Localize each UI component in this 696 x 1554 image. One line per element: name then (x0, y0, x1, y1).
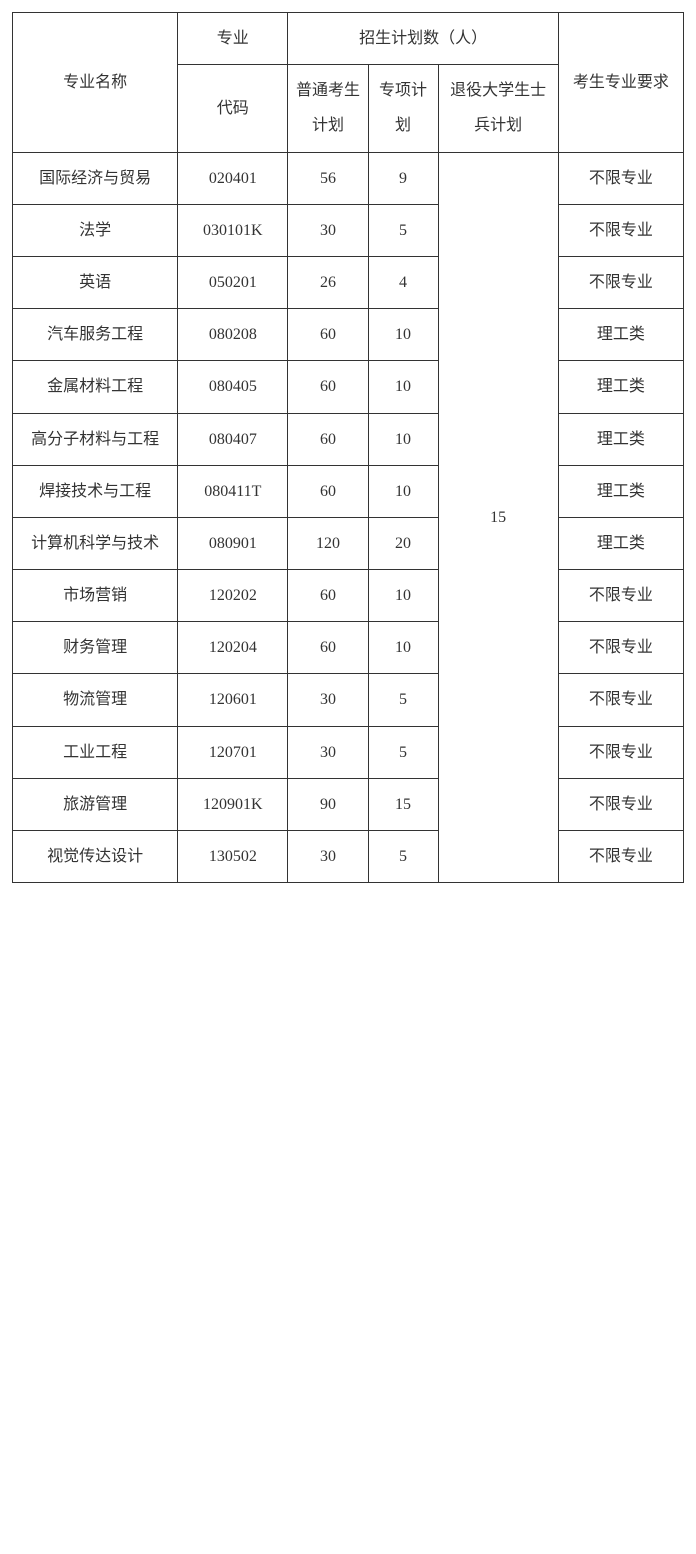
cell-plan-special: 5 (368, 204, 438, 256)
cell-code: 080411T (178, 465, 288, 517)
cell-plan-special: 15 (368, 778, 438, 830)
cell-major-name: 国际经济与贸易 (13, 152, 178, 204)
cell-major-name: 旅游管理 (13, 778, 178, 830)
cell-code: 080405 (178, 361, 288, 413)
cell-major-name: 市场营销 (13, 570, 178, 622)
cell-plan-regular: 26 (288, 256, 368, 308)
cell-code: 120901K (178, 778, 288, 830)
cell-major-name: 法学 (13, 204, 178, 256)
cell-requirement: 不限专业 (558, 674, 683, 726)
table-body: 国际经济与贸易02040156915不限专业法学030101K305不限专业英语… (13, 152, 684, 883)
cell-requirement: 不限专业 (558, 570, 683, 622)
cell-plan-regular: 56 (288, 152, 368, 204)
cell-plan-special: 5 (368, 831, 438, 883)
cell-requirement: 不限专业 (558, 204, 683, 256)
table-row: 法学030101K305 不限专业 (13, 204, 684, 256)
cell-major-name: 金属材料工程 (13, 361, 178, 413)
cell-major-name: 工业工程 (13, 726, 178, 778)
cell-requirement: 理工类 (558, 309, 683, 361)
cell-code: 120204 (178, 622, 288, 674)
cell-plan-regular: 60 (288, 622, 368, 674)
th-major-group: 专业 (178, 13, 288, 65)
table-row: 市场营销1202026010 不限专业 (13, 570, 684, 622)
th-plan-group: 招生计划数（人） (288, 13, 558, 65)
cell-plan-regular: 30 (288, 831, 368, 883)
cell-code: 080407 (178, 413, 288, 465)
cell-major-name: 计算机科学与技术 (13, 517, 178, 569)
cell-plan-special: 20 (368, 517, 438, 569)
table-row: 焊接技术与工程080411T6010 理工类 (13, 465, 684, 517)
th-plan-veteran: 退役大学生士兵计划 (438, 65, 558, 152)
cell-plan-special: 10 (368, 309, 438, 361)
cell-plan-regular: 60 (288, 361, 368, 413)
table-row: 国际经济与贸易02040156915不限专业 (13, 152, 684, 204)
table-row: 财务管理1202046010 不限专业 (13, 622, 684, 674)
cell-requirement: 理工类 (558, 361, 683, 413)
enrollment-plan-table: 专业名称 专业 招生计划数（人） 考生专业要求 代码 普通考生计划 专项计划 退… (12, 12, 684, 883)
cell-plan-regular: 30 (288, 726, 368, 778)
cell-plan-special: 4 (368, 256, 438, 308)
cell-major-name: 高分子材料与工程 (13, 413, 178, 465)
cell-plan-regular: 60 (288, 570, 368, 622)
table-row: 旅游管理120901K9015 不限专业 (13, 778, 684, 830)
cell-plan-regular: 60 (288, 465, 368, 517)
cell-plan-special: 10 (368, 361, 438, 413)
cell-major-name: 焊接技术与工程 (13, 465, 178, 517)
table-row: 计算机科学与技术08090112020 理工类 (13, 517, 684, 569)
cell-plan-special: 10 (368, 570, 438, 622)
table-row: 物流管理120601305 不限专业 (13, 674, 684, 726)
cell-requirement: 理工类 (558, 517, 683, 569)
cell-plan-special: 5 (368, 674, 438, 726)
cell-code: 020401 (178, 152, 288, 204)
cell-requirement: 不限专业 (558, 256, 683, 308)
cell-code: 120601 (178, 674, 288, 726)
cell-code: 120701 (178, 726, 288, 778)
cell-code: 130502 (178, 831, 288, 883)
cell-major-name: 英语 (13, 256, 178, 308)
cell-plan-regular: 90 (288, 778, 368, 830)
cell-requirement: 理工类 (558, 465, 683, 517)
cell-plan-veteran: 15 (438, 152, 558, 883)
cell-plan-special: 10 (368, 622, 438, 674)
cell-plan-special: 9 (368, 152, 438, 204)
th-plan-special: 专项计划 (368, 65, 438, 152)
cell-code: 080901 (178, 517, 288, 569)
cell-plan-regular: 60 (288, 309, 368, 361)
cell-requirement: 不限专业 (558, 622, 683, 674)
cell-plan-special: 10 (368, 465, 438, 517)
cell-code: 050201 (178, 256, 288, 308)
cell-major-name: 财务管理 (13, 622, 178, 674)
cell-requirement: 不限专业 (558, 778, 683, 830)
table-row: 英语050201264 不限专业 (13, 256, 684, 308)
th-major-name: 专业名称 (13, 13, 178, 153)
cell-requirement: 不限专业 (558, 726, 683, 778)
cell-requirement: 不限专业 (558, 831, 683, 883)
th-code: 代码 (178, 65, 288, 152)
cell-plan-regular: 30 (288, 204, 368, 256)
cell-major-name: 物流管理 (13, 674, 178, 726)
cell-plan-special: 5 (368, 726, 438, 778)
cell-major-name: 视觉传达设计 (13, 831, 178, 883)
table-row: 视觉传达设计130502305 不限专业 (13, 831, 684, 883)
table-row: 工业工程120701305 不限专业 (13, 726, 684, 778)
cell-code: 080208 (178, 309, 288, 361)
cell-plan-regular: 60 (288, 413, 368, 465)
th-requirement: 考生专业要求 (558, 13, 683, 153)
table-row: 汽车服务工程0802086010 理工类 (13, 309, 684, 361)
cell-plan-regular: 120 (288, 517, 368, 569)
cell-code: 120202 (178, 570, 288, 622)
table-row: 金属材料工程0804056010 理工类 (13, 361, 684, 413)
cell-requirement: 理工类 (558, 413, 683, 465)
cell-code: 030101K (178, 204, 288, 256)
cell-plan-regular: 30 (288, 674, 368, 726)
cell-requirement: 不限专业 (558, 152, 683, 204)
table-row: 高分子材料与工程0804076010 理工类 (13, 413, 684, 465)
cell-major-name: 汽车服务工程 (13, 309, 178, 361)
th-plan-regular: 普通考生计划 (288, 65, 368, 152)
cell-plan-special: 10 (368, 413, 438, 465)
